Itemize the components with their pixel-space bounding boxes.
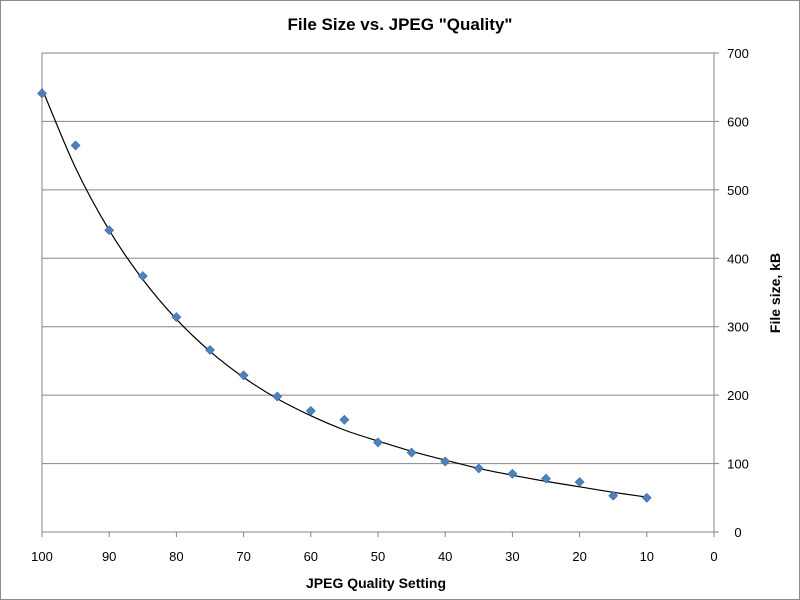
x-axis-title: JPEG Quality Setting [306,575,446,591]
y-axis-title: File size, kB [767,253,783,333]
y-tick-label: 100 [727,457,749,472]
data-point [574,477,585,487]
x-tick-label: 100 [31,549,53,564]
chart-title: File Size vs. JPEG "Quality" [288,15,513,34]
y-tick-label: 600 [727,114,749,129]
x-tick-labels: 100 90 80 70 60 50 40 30 20 10 0 [31,549,717,564]
data-point [205,345,215,355]
x-tick-label: 40 [438,549,452,564]
x-tick-label: 30 [505,549,519,564]
x-tick-label: 0 [710,549,717,564]
x-tick-label: 10 [640,549,654,564]
data-point [272,391,283,402]
data-point [37,88,47,99]
data-point [70,140,81,151]
x-tick-label: 50 [371,549,385,564]
data-point [305,405,316,416]
gridlines [42,52,714,465]
y-tick-label: 200 [727,388,749,403]
data-point [104,225,115,236]
data-point [473,463,484,474]
data-point [238,370,249,381]
data-point [507,468,518,479]
y-tick-labels: 0 100 200 300 400 500 600 700 [727,46,749,540]
y-tick-label: 0 [734,525,741,540]
data-point [406,447,417,458]
x-tick-label: 80 [169,549,183,564]
data-point [339,414,350,425]
axes [41,52,719,537]
y-tick-label: 500 [727,183,749,198]
x-tick-label: 90 [102,549,116,564]
x-tick-label: 20 [572,549,586,564]
data-point [440,456,451,467]
y-tick-label: 300 [727,320,749,335]
y-tick-label: 400 [727,251,749,266]
data-point [641,492,652,503]
data-points [37,88,652,503]
x-tick-label: 70 [236,549,250,564]
data-point [137,271,148,282]
y-tick-label: 700 [727,46,749,61]
x-tick-label: 60 [304,549,318,564]
trendline [41,88,647,498]
data-point [171,312,182,323]
data-point [608,490,619,501]
data-point [373,437,383,448]
trendline-layer [41,88,647,498]
data-point [541,473,551,484]
